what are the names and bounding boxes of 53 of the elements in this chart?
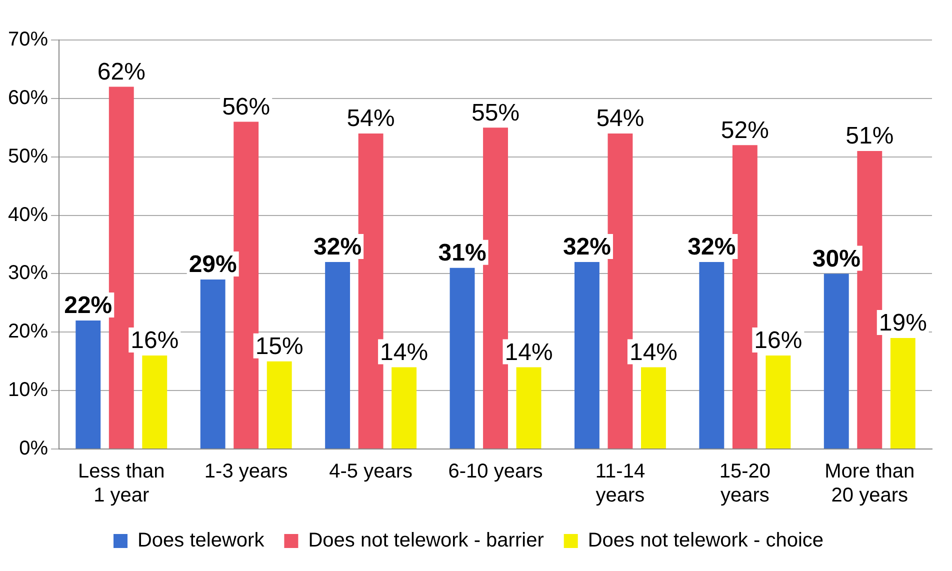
bar bbox=[142, 356, 168, 448]
legend-label: Does not telework - barrier bbox=[308, 530, 544, 552]
x-tick-label: 1-3 years bbox=[204, 460, 288, 483]
x-tick-label: 11-14 years bbox=[595, 460, 646, 507]
bar bbox=[824, 274, 849, 448]
data-label: 56% bbox=[222, 93, 270, 120]
data-label: 15% bbox=[255, 332, 304, 360]
bar bbox=[699, 262, 724, 448]
data-label: 54% bbox=[596, 105, 644, 132]
data-label: 55% bbox=[471, 99, 520, 126]
y-tick-label: 30% bbox=[8, 262, 48, 284]
bar bbox=[641, 367, 666, 448]
data-label: 62% bbox=[97, 58, 146, 86]
x-tick-label: 4-5 years bbox=[329, 460, 412, 483]
x-tick-label: 15-20 years bbox=[719, 460, 771, 507]
y-tick-label: 10% bbox=[8, 379, 48, 402]
data-label: 14% bbox=[504, 338, 553, 366]
x-tick-label: More than 20 years bbox=[824, 460, 915, 507]
bar bbox=[200, 280, 226, 448]
bar bbox=[76, 320, 101, 448]
data-label: 14% bbox=[629, 338, 678, 366]
data-label: 29% bbox=[188, 251, 237, 278]
data-label: 30% bbox=[812, 245, 860, 272]
data-label: 22% bbox=[64, 292, 112, 320]
y-tick-label: 50% bbox=[8, 145, 48, 168]
data-label: 31% bbox=[438, 239, 486, 266]
bar bbox=[766, 356, 791, 448]
data-label: 54% bbox=[346, 105, 395, 132]
data-label: 16% bbox=[130, 327, 179, 354]
data-label: 32% bbox=[562, 234, 611, 261]
legend-label: Does not telework - choice bbox=[588, 530, 824, 552]
legend-label: Does telework bbox=[137, 530, 266, 552]
x-tick-label: Less than 1 year bbox=[78, 460, 165, 507]
data-label: 52% bbox=[720, 116, 769, 144]
data-label: 51% bbox=[846, 122, 894, 150]
data-label: 14% bbox=[380, 338, 428, 366]
y-tick-label: 0% bbox=[19, 438, 48, 460]
y-tick-label: 70% bbox=[8, 28, 48, 51]
bar bbox=[890, 338, 916, 448]
x-tick-label: 6-10 years bbox=[448, 460, 543, 483]
bar bbox=[450, 268, 475, 448]
data-label: 16% bbox=[754, 327, 802, 354]
y-tick-label: 20% bbox=[8, 320, 48, 343]
bar bbox=[574, 262, 600, 448]
y-tick-label: 40% bbox=[8, 204, 48, 226]
bar bbox=[392, 367, 417, 448]
bar bbox=[516, 367, 542, 448]
data-label: 19% bbox=[878, 310, 927, 337]
bar bbox=[325, 262, 350, 448]
data-label: 32% bbox=[314, 234, 362, 261]
bar bbox=[266, 361, 292, 448]
y-tick-label: 60% bbox=[8, 86, 48, 109]
data-label: 32% bbox=[688, 234, 736, 261]
